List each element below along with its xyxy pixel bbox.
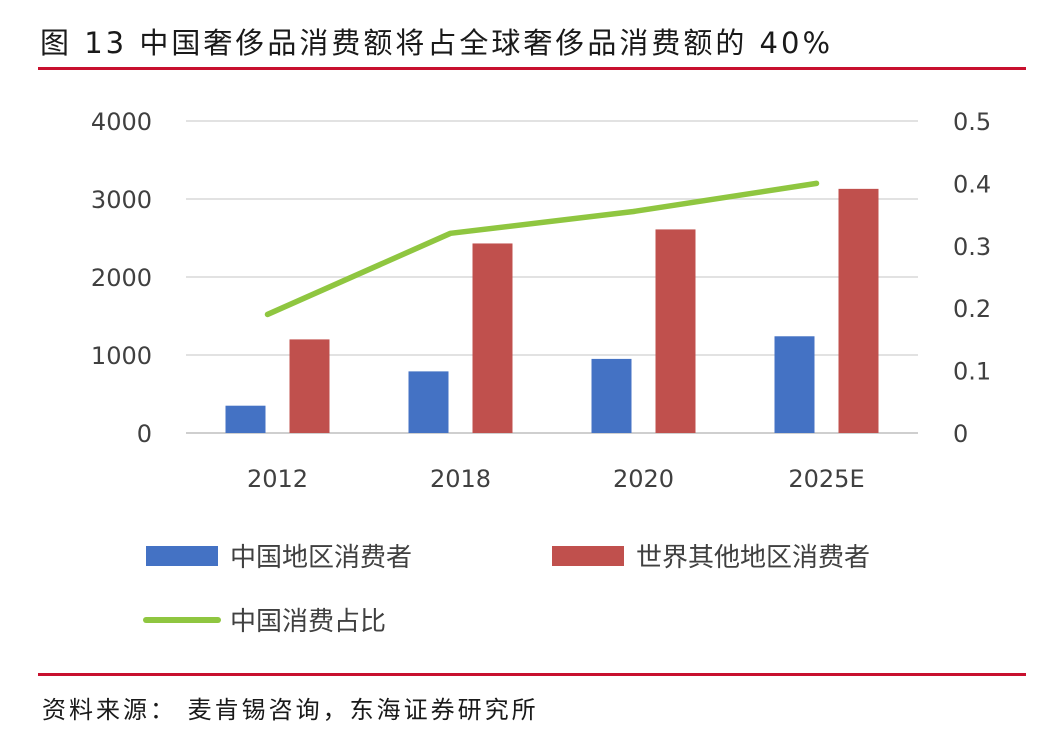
source-note: 资料来源： 麦肯锡咨询，东海证券研究所 bbox=[42, 696, 539, 724]
left-tick-label: 1000 bbox=[91, 342, 152, 370]
legend-label: 中国消费占比 bbox=[230, 607, 386, 637]
right-tick-label: 0.4 bbox=[953, 170, 991, 198]
left-tick-label: 0 bbox=[137, 420, 152, 448]
left-y-axis: 4000 3000 2000 1000 0 bbox=[91, 108, 152, 448]
right-y-axis: 0.5 0.4 0.3 0.2 0.1 0 bbox=[953, 108, 991, 448]
source-rule bbox=[38, 673, 1026, 676]
bars bbox=[225, 188, 879, 433]
x-tick-label: 2025E bbox=[788, 465, 864, 493]
x-tick-label: 2012 bbox=[247, 465, 308, 493]
share-line-point bbox=[631, 208, 636, 214]
right-tick-label: 0.1 bbox=[953, 358, 991, 386]
left-tick-label: 4000 bbox=[91, 108, 152, 136]
right-tick-label: 0.5 bbox=[953, 108, 991, 136]
legend-label: 世界其他地区消费者 bbox=[636, 543, 870, 573]
x-tick-label: 2020 bbox=[613, 465, 674, 493]
figure-title: 图 13 中国奢侈品消费额将占全球奢侈品消费额的 40% bbox=[40, 26, 834, 60]
bar-rest-of-world bbox=[472, 243, 513, 433]
x-tick-label: 2018 bbox=[430, 465, 491, 493]
legend-swatch bbox=[552, 546, 624, 566]
left-tick-label: 3000 bbox=[91, 186, 152, 214]
bar-rest-of-world bbox=[838, 188, 879, 433]
legend-label: 中国地区消费者 bbox=[230, 543, 412, 573]
legend-swatch bbox=[146, 546, 218, 566]
legend-item-china: 中国地区消费者 bbox=[146, 543, 412, 573]
share-line-point bbox=[814, 180, 819, 186]
share-line-point bbox=[265, 311, 270, 317]
right-tick-label: 0 bbox=[953, 420, 968, 448]
share-line bbox=[264, 180, 820, 318]
right-tick-label: 0.2 bbox=[953, 295, 991, 323]
right-tick-label: 0.3 bbox=[953, 233, 991, 261]
bar-china bbox=[774, 336, 815, 433]
legend-item-china-share: 中国消费占比 bbox=[143, 607, 386, 637]
bar-rest-of-world bbox=[289, 339, 330, 433]
left-tick-label: 2000 bbox=[91, 264, 152, 292]
legend-item-rest-of-world: 世界其他地区消费者 bbox=[552, 543, 870, 573]
share-line-point bbox=[448, 230, 453, 236]
bar-china bbox=[591, 358, 632, 433]
title-rule bbox=[38, 67, 1026, 70]
x-axis: 2012 2018 2020 2025E bbox=[247, 465, 865, 493]
bar-rest-of-world bbox=[655, 229, 696, 433]
bar-china bbox=[408, 371, 449, 433]
share-line-path bbox=[264, 180, 820, 318]
bar-china bbox=[225, 405, 266, 433]
